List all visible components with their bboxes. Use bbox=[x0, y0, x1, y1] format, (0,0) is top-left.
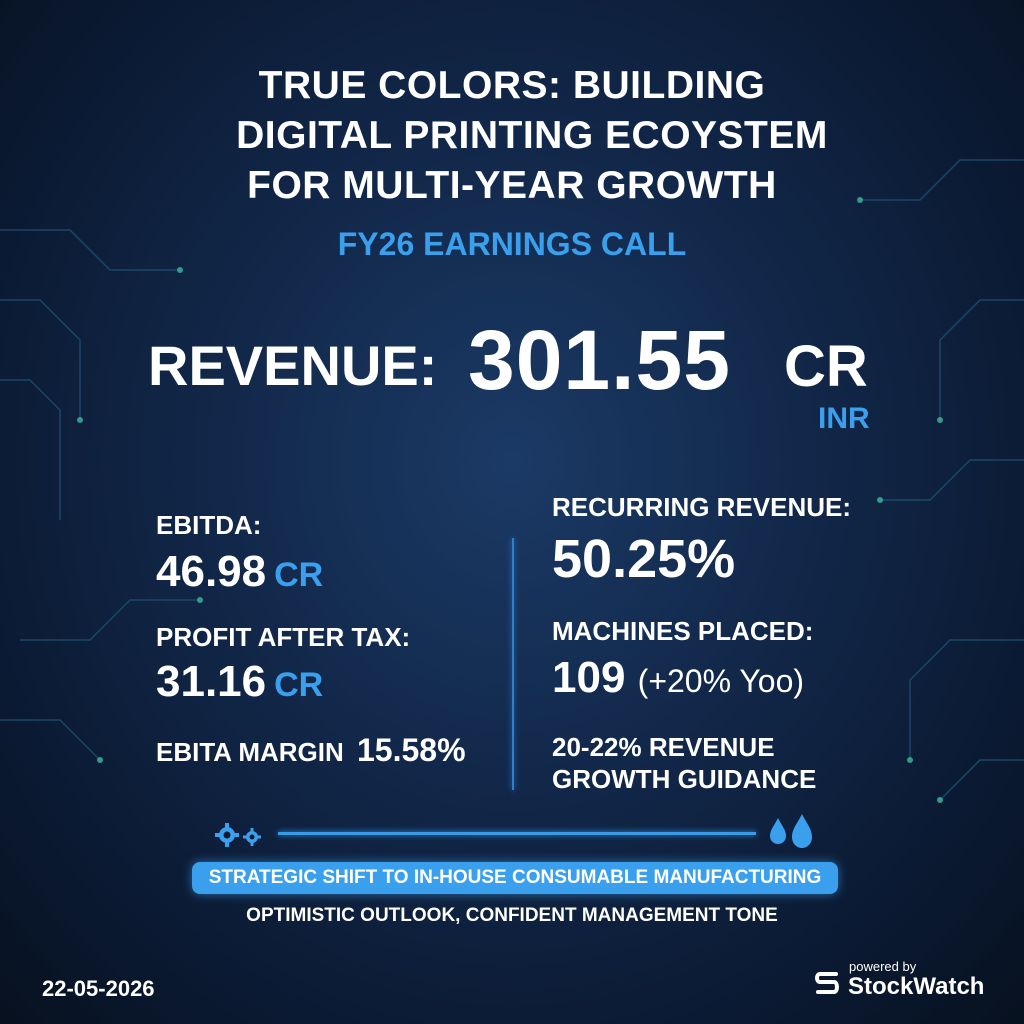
powered-by-label: powered by bbox=[849, 959, 917, 974]
revenue-unit: CR bbox=[784, 334, 868, 399]
ebitda-unit: CR bbox=[274, 556, 324, 594]
machines-change: (+20% Yoo) bbox=[637, 663, 805, 699]
margin-value: 15.58% bbox=[357, 732, 466, 768]
vertical-divider bbox=[512, 538, 514, 790]
margin-label: EBITA MARGIN bbox=[156, 737, 344, 767]
ebitda-metric: 46.98 CR bbox=[156, 550, 323, 594]
revenue-value: 301.55 bbox=[468, 313, 731, 407]
pat-label: PROFIT AFTER TAX: bbox=[156, 622, 411, 652]
recurring-revenue-label: RECURRING REVENUE: bbox=[552, 492, 852, 522]
revenue-currency: INR bbox=[818, 402, 870, 435]
stockwatch-logo-icon bbox=[815, 972, 839, 994]
pat-value: 31.16 bbox=[156, 657, 267, 706]
pat-unit: CR bbox=[274, 666, 324, 704]
ebitda-label: EBITDA: bbox=[156, 510, 262, 540]
recurring-revenue-value: 50.25% bbox=[552, 529, 736, 589]
date-label: 22-05-2026 bbox=[42, 976, 155, 1001]
brand-name: StockWatch bbox=[848, 973, 985, 1000]
title-line-3: FOR MULTI-YEAR GROWTH bbox=[247, 164, 777, 207]
revenue-label: REVENUE: bbox=[148, 334, 438, 397]
guidance-line-1: 20-22% REVENUE bbox=[552, 732, 775, 762]
machines-metric: 109 (+20% Yoo) bbox=[552, 656, 804, 700]
tone-text: OPTIMISTIC OUTLOOK, CONFIDENT MANAGEMENT… bbox=[246, 905, 778, 926]
strategic-banner: STRATEGIC SHIFT TO IN-HOUSE CONSUMABLE M… bbox=[192, 862, 838, 894]
ink-drops-icon bbox=[770, 814, 812, 848]
ebita-margin: EBITA MARGIN 15.58% bbox=[156, 734, 466, 766]
subtitle: FY26 EARNINGS CALL bbox=[337, 226, 687, 262]
pat-metric: 31.16 CR bbox=[156, 660, 323, 704]
section-line bbox=[278, 832, 756, 835]
machines-value: 109 bbox=[552, 653, 626, 702]
guidance-line-2: GROWTH GUIDANCE bbox=[552, 764, 817, 794]
title-line-1: TRUE COLORS: BUILDING bbox=[258, 64, 766, 107]
gears-icon bbox=[215, 823, 261, 847]
machines-placed-label: MACHINES PLACED: bbox=[552, 616, 814, 646]
title-line-2: DIGITAL PRINTING ECOYSTEM bbox=[236, 114, 828, 157]
ebitda-value: 46.98 bbox=[156, 547, 267, 596]
